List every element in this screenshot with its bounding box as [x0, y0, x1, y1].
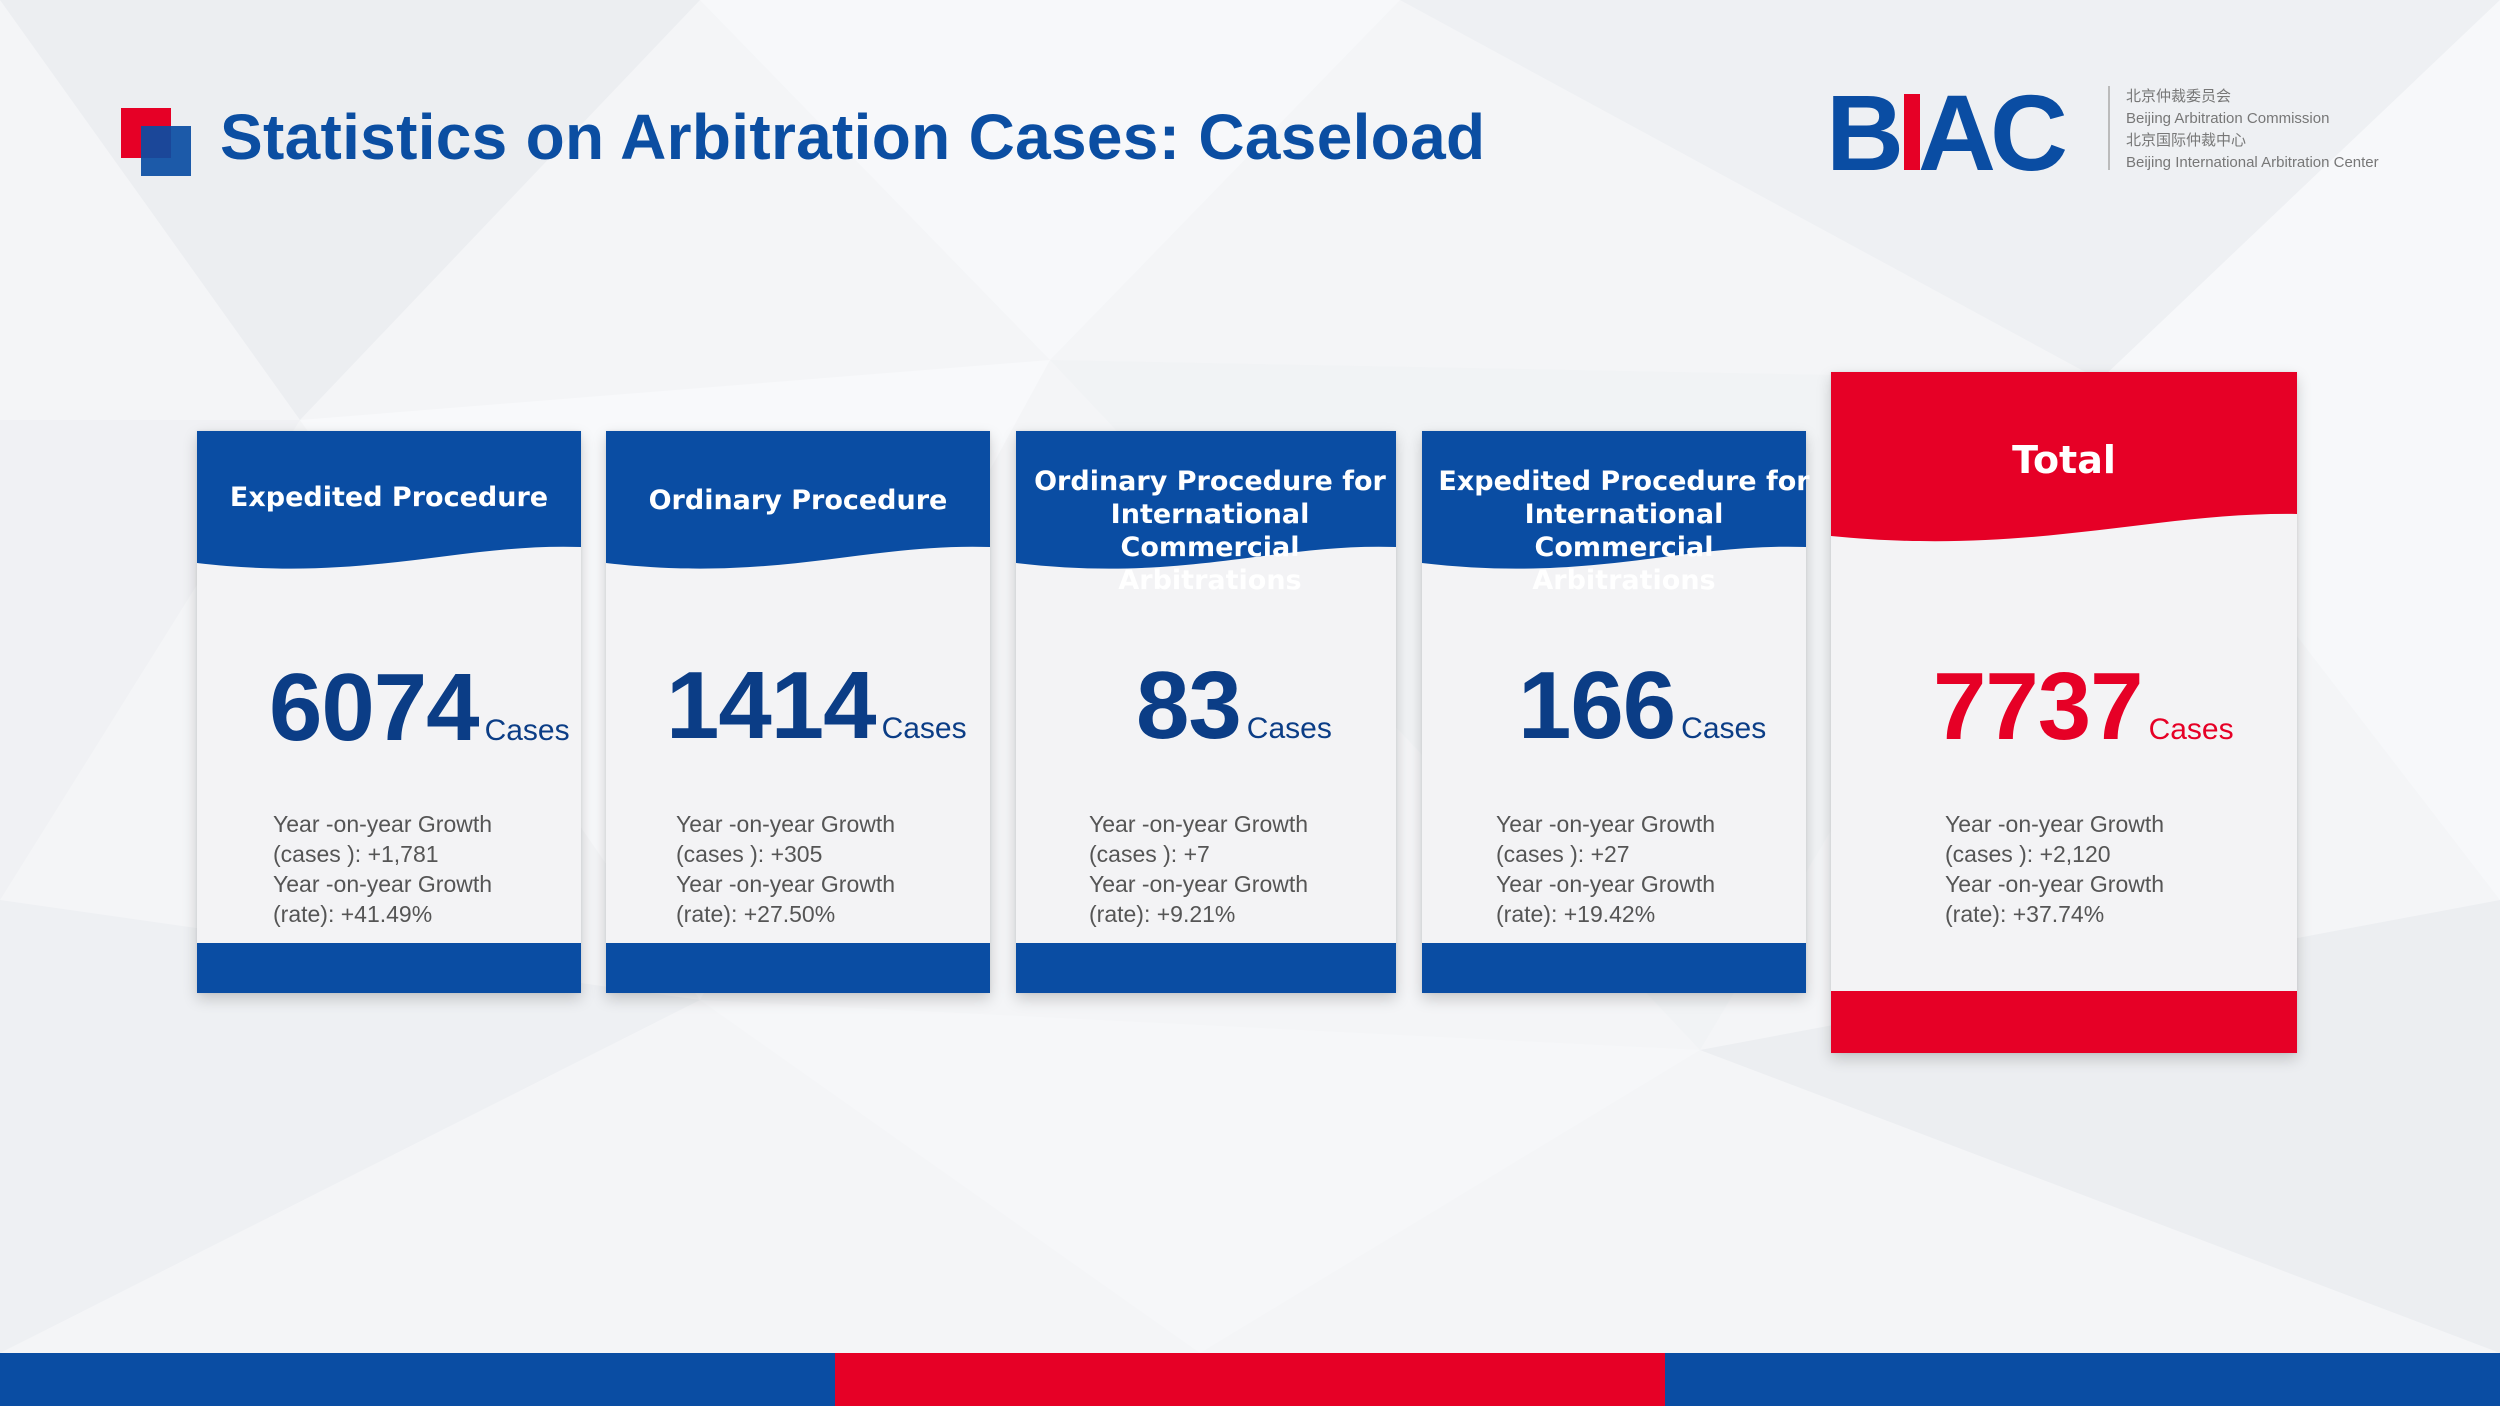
bottom-color-bar — [0, 1353, 2500, 1406]
card-label: Total — [2012, 438, 2116, 482]
growth-rate-label: Year -on-year Growth — [273, 871, 493, 897]
growth-stats: Year -on-year Growth (cases ): +27 Year … — [1496, 809, 1715, 929]
growth-stats: Year -on-year Growth (cases ): +7 Year -… — [1089, 809, 1308, 929]
growth-cases-label: Year -on-year Growth — [1945, 811, 2165, 837]
card-total: Total 7737 Cases Year -on-year Growth (ca… — [1831, 372, 2297, 1053]
bottom-bar-blue-right — [1665, 1353, 2500, 1406]
card-ordinary-procedure-international: Ordinary Procedure for International Com… — [1016, 431, 1396, 993]
growth-cases-label: Year -on-year Growth — [1089, 811, 1309, 837]
card-header — [1831, 372, 2297, 548]
card-label: Expedited Procedure — [229, 482, 549, 513]
bottom-bar-blue-left — [0, 1353, 835, 1406]
logo-line2-en: Beijing International Arbitration Center — [2126, 154, 2379, 171]
case-count-number: 1414 — [666, 652, 877, 759]
case-count: 83 Cases — [1136, 651, 1332, 761]
case-count-unit: Cases — [881, 712, 967, 745]
case-count-unit: Cases — [2148, 713, 2234, 746]
growth-cases-value: (cases ): +7 — [1089, 841, 1210, 867]
card-footer-bar — [606, 943, 990, 993]
card-header — [1422, 431, 1806, 573]
card-expedited-procedure: Expedited Procedure 6074 Cases Year -on-y… — [197, 431, 581, 993]
growth-rate-label: Year -on-year Growth — [676, 871, 896, 897]
svg-text:AC: AC — [1918, 82, 2066, 182]
growth-rate-label: Year -on-year Growth — [1496, 871, 1716, 897]
growth-rate-value: (rate): +37.74% — [1945, 901, 2105, 927]
biac-logo: B AC 北京仲裁委员会 Beijing Arbitration Commiss… — [1826, 72, 2426, 193]
logo-line2-cn: 北京国际仲裁中心 — [2126, 132, 2247, 149]
card-label: Ordinary Procedure for International Com… — [1034, 466, 1386, 596]
growth-cases-value: (cases ): +305 — [676, 841, 823, 867]
logo-org-names: 北京仲裁委员会 Beijing Arbitration Commission 北… — [2126, 86, 2379, 174]
growth-cases-value: (cases ): +2,120 — [1945, 841, 2111, 867]
growth-rate-value: (rate): +19.42% — [1496, 901, 1656, 927]
case-count-unit: Cases — [1246, 712, 1332, 745]
growth-cases-label: Year -on-year Growth — [1496, 811, 1716, 837]
case-count-unit: Cases — [484, 714, 570, 747]
card-footer-bar — [197, 943, 581, 993]
case-count: 166 Cases — [1518, 651, 1766, 761]
card-header — [197, 431, 581, 573]
growth-cases-label: Year -on-year Growth — [676, 811, 896, 837]
growth-rate-label: Year -on-year Growth — [1089, 871, 1309, 897]
bottom-bar-red — [835, 1353, 1665, 1406]
card-label: Ordinary Procedure — [648, 485, 948, 516]
case-count: 6074 Cases — [269, 653, 570, 763]
card-header — [606, 431, 990, 573]
svg-text:B: B — [1826, 82, 1900, 182]
case-count-unit: Cases — [1681, 712, 1767, 745]
card-expedited-procedure-international: Expedited Procedure for International Co… — [1422, 431, 1810, 993]
case-count-number: 6074 — [269, 654, 480, 761]
card-header — [1016, 431, 1396, 573]
case-count-number: 166 — [1518, 652, 1676, 759]
page-title: Statistics on Arbitration Cases: Caseloa… — [220, 101, 1486, 173]
growth-rate-value: (rate): +9.21% — [1089, 901, 1236, 927]
growth-cases-value: (cases ): +27 — [1496, 841, 1630, 867]
growth-cases-label: Year -on-year Growth — [273, 811, 493, 837]
growth-rate-value: (rate): +27.50% — [676, 901, 836, 927]
card-footer-bar — [1831, 991, 2297, 1053]
biac-logo-mark: B AC — [1826, 72, 2072, 193]
case-count-number: 83 — [1136, 652, 1242, 759]
case-count: 7737 Cases — [1933, 652, 2234, 762]
logo-line1-cn: 北京仲裁委员会 — [2126, 88, 2232, 105]
logo-line1-en: Beijing Arbitration Commission — [2126, 110, 2330, 127]
case-count: 1414 Cases — [666, 651, 967, 761]
title-mark-icon — [121, 108, 193, 176]
case-count-number: 7737 — [1933, 653, 2144, 760]
growth-cases-value: (cases ): +1,781 — [273, 841, 439, 867]
card-label: Expedited Procedure for International Co… — [1438, 466, 1810, 596]
growth-stats: Year -on-year Growth (cases ): +305 Year… — [676, 809, 895, 929]
growth-stats: Year -on-year Growth (cases ): +1,781 Ye… — [273, 809, 492, 929]
growth-stats: Year -on-year Growth (cases ): +2,120 Ye… — [1945, 809, 2164, 929]
growth-rate-value: (rate): +41.49% — [273, 901, 433, 927]
card-footer-bar — [1422, 943, 1806, 993]
growth-rate-label: Year -on-year Growth — [1945, 871, 2165, 897]
card-footer-bar — [1016, 943, 1396, 993]
card-ordinary-procedure: Ordinary Procedure 1414 Cases Year -on-ye… — [606, 431, 990, 993]
